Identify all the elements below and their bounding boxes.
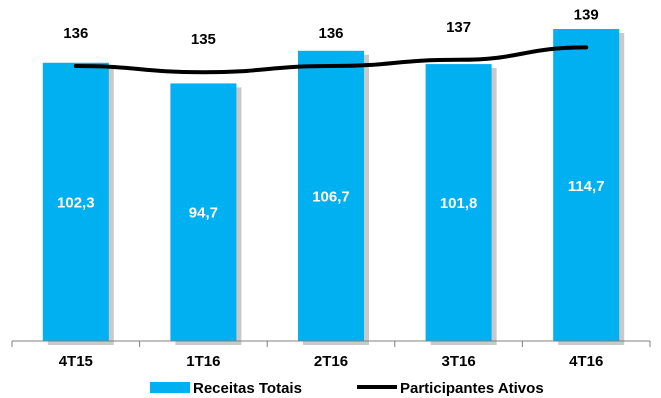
x-tick-label: 3T16: [441, 353, 475, 370]
bar-value-label: 94,7: [189, 204, 218, 221]
line-value-labels: 136 135 136 137 139: [63, 6, 598, 48]
bars-receitas-totais: [42, 29, 620, 342]
bar: [553, 29, 620, 342]
legend-label-participantes-ativos: Participantes Ativos: [400, 380, 544, 397]
bar: [425, 64, 492, 341]
bar-value-label: 101,8: [440, 195, 478, 212]
x-tick-label: 1T16: [186, 353, 220, 370]
bar-value-label: 106,7: [312, 189, 350, 206]
line-value-label: 136: [318, 25, 343, 42]
bar: [170, 83, 237, 341]
line-value-label: 136: [63, 25, 88, 42]
legend-swatch-receitas-totais: [150, 382, 190, 393]
x-tick-label: 2T16: [314, 353, 348, 370]
bar-value-label: 114,7: [568, 178, 605, 195]
x-axis: 4T15 1T16 2T16 3T16 4T16: [11, 340, 651, 370]
line-value-label: 139: [574, 6, 599, 23]
line-value-label: 137: [446, 19, 471, 36]
line-value-label: 135: [191, 31, 216, 48]
x-tick-label: 4T15: [59, 353, 93, 370]
bar-value-labels: 102,3 94,7 106,7 101,8 114,7: [57, 178, 605, 221]
line-participantes-ativos: [73, 45, 589, 75]
bar-value-label: 102,3: [57, 194, 95, 211]
legend-label-receitas-totais: Receitas Totais: [193, 380, 302, 397]
bar: [298, 50, 364, 341]
bar: [42, 62, 109, 342]
x-tick-label: 4T16: [569, 353, 603, 370]
legend: Receitas Totais Participantes Ativos: [150, 380, 544, 397]
